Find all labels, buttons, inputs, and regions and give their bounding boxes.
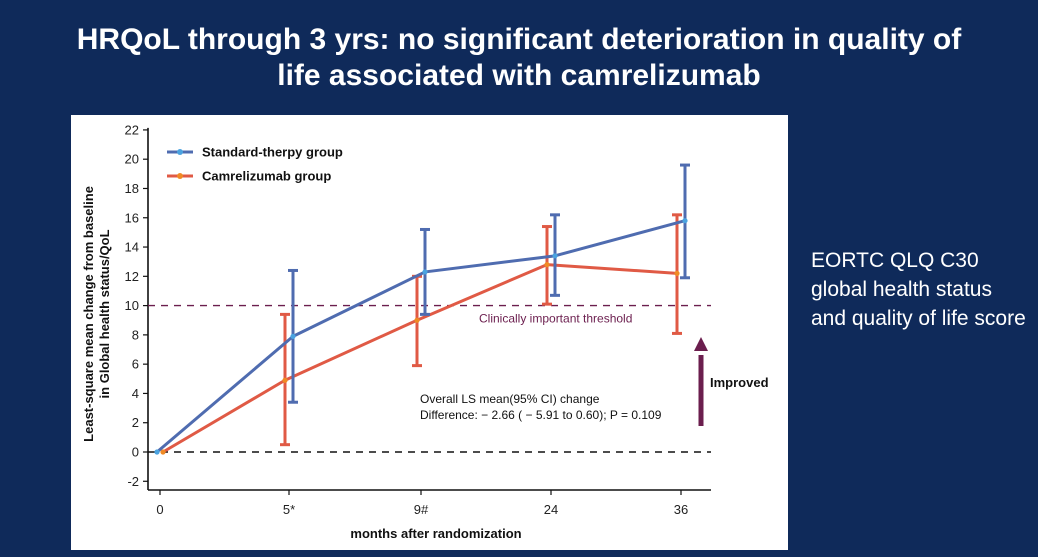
y-tick-label: 22: [125, 122, 139, 137]
y-tick-label: 0: [132, 445, 139, 460]
title-line-1: HRQoL through 3 yrs: no significant dete…: [76, 23, 962, 56]
chart-panel: -2 0 2 4 6 8 10 12 14 16 18 20 22 0 5* 9# 24 36 Standard-…: [71, 115, 788, 550]
title-line-2: life associated with camrelizumab: [277, 59, 761, 92]
series-line: [162, 263, 678, 454]
data-point: [160, 449, 166, 455]
legend-swatch-marker: [177, 173, 183, 179]
slide-title: HRQoL through 3 yrs: no significant dete…: [0, 22, 1038, 94]
reference-lines: [148, 304, 711, 453]
y-tick-label: 2: [132, 415, 139, 430]
difference-note-line-1: Overall LS mean(95% CI) change: [420, 392, 600, 406]
legend-swatch-marker: [177, 149, 183, 155]
y-axis-label-line-1: Least-square mean change from baseline: [81, 186, 96, 442]
y-tick-label: 16: [125, 210, 139, 225]
data-point: [674, 270, 680, 276]
data-point: [544, 262, 550, 268]
x-tick-label: 9#: [414, 502, 429, 517]
data-point: [682, 218, 688, 224]
series-standard: [154, 163, 690, 455]
improved-label: Improved: [710, 375, 769, 390]
side-note: EORTC QLQ C30 global health status and q…: [811, 249, 1026, 330]
data-point: [282, 377, 288, 383]
x-axis-label: months after randomization: [350, 526, 521, 541]
x-tick-label: 5*: [283, 502, 295, 517]
y-tick-label: 8: [132, 327, 139, 342]
threshold-label: Clinically important threshold: [479, 312, 632, 326]
y-tick-label: -2: [127, 474, 139, 489]
y-axis-label-line-2: in Global health status/QoL: [97, 229, 112, 398]
data-point: [154, 449, 160, 455]
y-tick-label: 20: [125, 152, 139, 167]
x-tick-label: 0: [156, 502, 163, 517]
series-camrelizumab: [160, 213, 682, 455]
y-tick-label: 6: [132, 357, 139, 372]
y-tick-label: 18: [125, 181, 139, 196]
series-layer: [154, 163, 690, 455]
improved-arrow-icon: [694, 337, 708, 426]
arrow-head: [694, 337, 708, 351]
data-point: [414, 317, 420, 323]
legend-label: Camrelizumab group: [202, 169, 331, 184]
data-point: [290, 333, 296, 339]
y-tick-label: 12: [125, 269, 139, 284]
legend: Standard-therpy group Camrelizumab group: [167, 145, 343, 184]
y-tick-label: 10: [125, 298, 139, 313]
data-point: [552, 253, 558, 259]
y-tick-label: 14: [125, 240, 139, 255]
legend-label: Standard-therpy group: [202, 145, 343, 160]
data-point: [422, 269, 428, 275]
difference-note-line-2: Difference: − 2.66 ( − 5.91 to 0.60); P …: [420, 408, 662, 422]
y-tick-label: 4: [132, 386, 139, 401]
x-tick-label: 36: [674, 502, 688, 517]
x-tick-label: 24: [544, 502, 558, 517]
